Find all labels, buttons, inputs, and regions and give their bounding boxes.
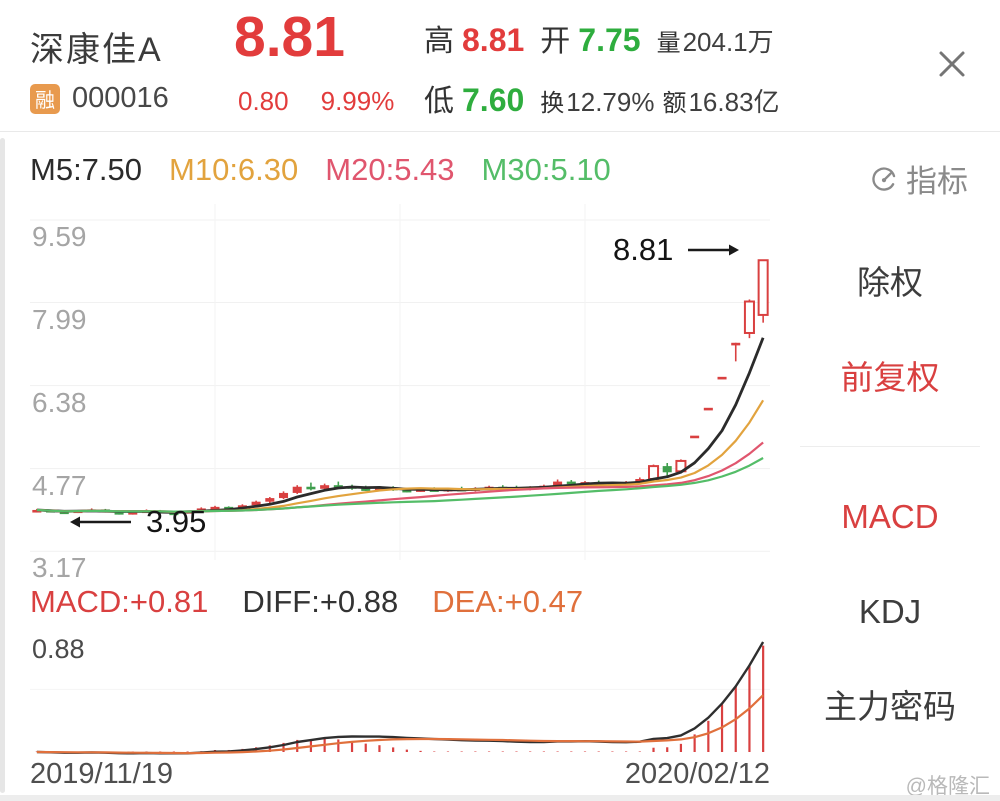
- turnover-value: 12.79%: [566, 87, 655, 117]
- sidebar-divider: [800, 446, 980, 447]
- open-label: 开: [540, 25, 571, 58]
- annotation-period-low: 3.95: [70, 504, 206, 540]
- x-axis-labels: 2019/11/19 2020/02/12: [30, 758, 770, 791]
- y-axis-label: 3.17: [32, 552, 87, 584]
- sidebar-item-forward-adjusted[interactable]: 前复权: [840, 359, 940, 396]
- quote-stats-row-2: 低 7.60 换 12.79% 额 16.83亿: [424, 76, 788, 120]
- low-label: 低: [424, 85, 454, 118]
- ma5-legend: M5:7.50: [30, 152, 143, 187]
- sidebar-item-main-force[interactable]: 主力密码: [824, 688, 956, 725]
- y-axis-label: 6.38: [32, 386, 87, 418]
- sidebar-item-kdj[interactable]: KDJ: [858, 593, 922, 630]
- x-axis-end-date: 2020/02/12: [624, 758, 770, 790]
- indicator-button[interactable]: 指标: [870, 156, 968, 201]
- macd-value: MACD:+0.81: [30, 584, 209, 619]
- y-axis-label: 4.77: [32, 469, 87, 501]
- macd-chart[interactable]: [30, 630, 770, 762]
- volume-value: 204.1万: [682, 27, 774, 57]
- x-axis-start-date: 2019/11/19: [30, 758, 173, 790]
- arrow-left-icon: [70, 516, 131, 528]
- sidebar-item-exclude-rights[interactable]: 除权: [857, 264, 923, 301]
- price-change-percent: 9.99%: [320, 86, 395, 116]
- stock-code-row: 融 000016: [30, 82, 169, 115]
- arrow-right-icon: [688, 244, 740, 256]
- y-axis-label: 7.99: [32, 303, 87, 335]
- close-button[interactable]: [930, 42, 974, 86]
- ma-legend: M5:7.50 M10:6.30 M20:5.43 M30:5.10: [30, 152, 611, 188]
- turnover-label: 换: [540, 90, 565, 117]
- high-value: 8.81: [462, 22, 525, 58]
- main-chart-canvas[interactable]: [30, 204, 770, 560]
- stock-code: 000016: [72, 82, 169, 114]
- quote-stats-row-1: 高 8.81 开 7.75 量 204.1万: [424, 16, 788, 60]
- annotation-latest-price: 8.81: [613, 232, 740, 268]
- price-change: 0.80: [238, 86, 289, 116]
- annotation-low-text: 3.95: [146, 504, 207, 539]
- main-chart[interactable]: 8.81 3.95 9.59 7.99 6.38 4.77 3.17: [30, 204, 770, 583]
- low-value: 7.60: [462, 82, 525, 118]
- volume-label: 量: [656, 30, 681, 57]
- stock-name: 深康佳A: [30, 31, 163, 69]
- page-bottom-edge: [0, 795, 1000, 801]
- macd-chart-canvas[interactable]: [30, 630, 770, 762]
- ma10-legend: M10:6.30: [169, 152, 299, 187]
- open-value: 7.75: [578, 22, 641, 58]
- high-label: 高: [424, 25, 454, 58]
- scroll-indicator: [0, 138, 5, 793]
- diff-value: DIFF:+0.88: [242, 584, 399, 619]
- annotation-high-text: 8.81: [613, 232, 674, 267]
- dea-value: DEA:+0.47: [432, 584, 584, 619]
- amount-label: 额: [662, 90, 687, 117]
- indicator-sidebar: 除权 前复权 MACD KDJ 主力密码: [790, 196, 990, 776]
- macd-legend: MACD:+0.81 DIFF:+0.88 DEA:+0.47: [30, 584, 583, 620]
- last-price: 8.81: [234, 5, 345, 69]
- macd-axis-max-label: 0.88: [32, 634, 85, 664]
- sidebar-item-macd[interactable]: MACD: [841, 498, 939, 535]
- watermark: @格隆汇: [905, 775, 990, 798]
- quote-stats: 高 8.81 开 7.75 量 204.1万 低 7.60 换 12.79% 额…: [424, 16, 788, 120]
- gauge-icon: [872, 166, 896, 191]
- margin-trading-badge: 融: [30, 83, 60, 114]
- stock-header: 深康佳A 融 000016 8.81 0.80 9.99% 高 8.81 开 7…: [0, 0, 1000, 132]
- close-icon: [939, 51, 965, 77]
- y-axis-label: 9.59: [32, 220, 87, 252]
- price-change-row: 0.80 9.99%: [238, 86, 394, 117]
- indicator-button-label: 指标: [906, 164, 968, 199]
- ma20-legend: M20:5.43: [325, 152, 455, 187]
- ma30-legend: M30:5.10: [481, 152, 611, 187]
- amount-value: 16.83亿: [688, 87, 780, 117]
